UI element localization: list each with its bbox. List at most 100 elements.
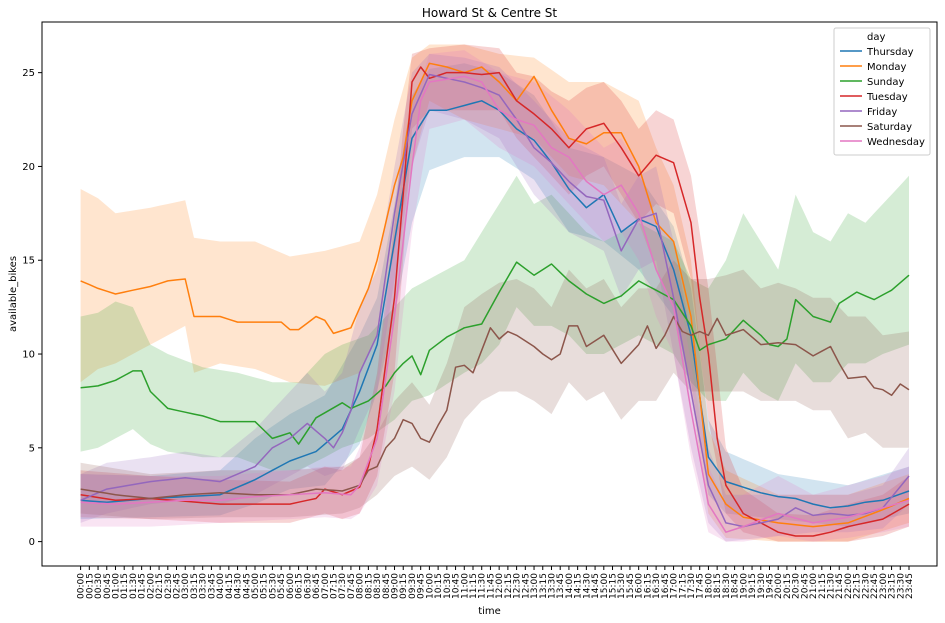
x-axis: 00:0000:1500:3000:4501:0001:1501:3001:45… xyxy=(77,566,915,599)
x-tick-label: 21:15 xyxy=(818,573,828,599)
x-tick-label: 15:15 xyxy=(609,573,619,599)
x-tick-label: 14:15 xyxy=(574,573,584,599)
x-tick-label: 23:00 xyxy=(879,573,889,599)
x-tick-label: 04:15 xyxy=(225,573,235,599)
x-tick-label: 16:15 xyxy=(643,573,653,599)
legend-box xyxy=(833,27,931,156)
x-tick-label: 03:45 xyxy=(207,573,217,599)
y-tick-label: 20 xyxy=(22,162,35,173)
x-tick-label: 14:45 xyxy=(591,573,601,599)
x-tick-label: 12:00 xyxy=(495,573,505,599)
x-tick-label: 03:15 xyxy=(190,573,200,599)
x-tick-label: 21:00 xyxy=(809,573,819,599)
x-tick-label: 20:00 xyxy=(774,573,784,599)
x-tick-label: 03:30 xyxy=(199,573,209,599)
x-tick-label: 21:45 xyxy=(835,573,845,599)
x-tick-label: 22:15 xyxy=(853,573,863,599)
band-wednesday xyxy=(80,50,910,542)
line-monday xyxy=(80,62,910,528)
x-tick-label: 10:45 xyxy=(452,573,462,599)
x-tick-label: 14:00 xyxy=(565,573,575,599)
x-tick-label: 20:45 xyxy=(800,573,810,599)
x-tick-label: 17:30 xyxy=(687,573,697,599)
x-tick-label: 02:15 xyxy=(155,573,165,599)
x-tick-label: 20:30 xyxy=(792,573,802,599)
x-tick-label: 08:45 xyxy=(382,573,392,599)
legend-label-friday: Friday xyxy=(867,107,897,118)
line-wednesday xyxy=(80,75,910,533)
legend-label-wednesday: Wednesday xyxy=(867,137,925,148)
y-tick-label: 25 xyxy=(22,68,35,79)
x-tick-label: 07:00 xyxy=(321,573,331,599)
x-tick-label: 07:15 xyxy=(329,573,339,599)
x-tick-label: 09:15 xyxy=(399,573,409,599)
x-tick-label: 23:30 xyxy=(896,573,906,599)
x-tick-label: 11:45 xyxy=(486,573,496,599)
x-tick-label: 01:45 xyxy=(138,573,148,599)
chart-title: Howard St & Centre St xyxy=(422,6,558,20)
x-tick-label: 19:45 xyxy=(765,573,775,599)
legend-title: day xyxy=(867,32,885,43)
x-tick-label: 22:00 xyxy=(844,573,854,599)
band-saturday xyxy=(80,260,910,520)
legend-items: Thursday Monday Sunday Tuesday Friday Saturda… xyxy=(840,47,925,148)
x-tick-label: 03:00 xyxy=(181,573,191,599)
x-tick-label: 13:30 xyxy=(547,573,557,599)
line-saturday xyxy=(80,315,910,500)
x-tick-label: 19:00 xyxy=(739,573,749,599)
x-tick-label: 15:00 xyxy=(600,573,610,599)
x-tick-label: 15:30 xyxy=(617,573,627,599)
band-sunday xyxy=(80,175,910,471)
x-tick-label: 18:15 xyxy=(713,573,723,599)
x-tick-label: 16:00 xyxy=(635,573,645,599)
x-tick-label: 04:00 xyxy=(216,573,226,599)
y-axis-title: available_bikes xyxy=(8,256,19,332)
band-tuesday xyxy=(80,44,910,542)
x-tick-label: 09:30 xyxy=(408,573,418,599)
x-tick-label: 01:00 xyxy=(111,573,121,599)
legend-label-saturday: Saturday xyxy=(867,122,912,133)
x-tick-label: 11:00 xyxy=(460,573,470,599)
x-tick-label: 18:30 xyxy=(722,573,732,599)
x-tick-label: 17:45 xyxy=(696,573,706,599)
x-tick-label: 23:15 xyxy=(888,573,898,599)
x-tick-label: 02:30 xyxy=(164,573,174,599)
x-tick-label: 22:30 xyxy=(861,573,871,599)
x-tick-label: 16:30 xyxy=(652,573,662,599)
x-tick-label: 10:00 xyxy=(425,573,435,599)
x-tick-label: 18:00 xyxy=(704,573,714,599)
x-tick-label: 23:45 xyxy=(905,573,915,599)
y-tick-label: 5 xyxy=(29,443,35,454)
legend-label-thursday: Thursday xyxy=(866,47,914,58)
x-tick-label: 05:00 xyxy=(251,573,261,599)
legend: day Thursday Monday Sunday Tuesday Friday Sat… xyxy=(833,27,931,156)
x-tick-label: 09:45 xyxy=(417,573,427,599)
x-tick-label: 01:15 xyxy=(120,573,130,599)
x-tick-label: 10:15 xyxy=(434,573,444,599)
line-friday xyxy=(80,73,910,528)
x-tick-label: 20:15 xyxy=(783,573,793,599)
x-tick-label: 08:00 xyxy=(356,573,366,599)
x-tick-label: 11:30 xyxy=(478,573,488,599)
x-tick-label: 15:45 xyxy=(626,573,636,599)
x-tick-label: 18:45 xyxy=(731,573,741,599)
x-tick-label: 17:15 xyxy=(678,573,688,599)
legend-label-monday: Monday xyxy=(867,62,907,73)
x-tick-label: 12:30 xyxy=(513,573,523,599)
legend-label-sunday: Sunday xyxy=(867,77,904,88)
x-tick-label: 07:30 xyxy=(338,573,348,599)
x-tick-label: 01:30 xyxy=(129,573,139,599)
x-tick-label: 09:00 xyxy=(391,573,401,599)
line-thursday xyxy=(80,100,910,509)
line-sunday xyxy=(80,261,910,445)
line-tuesday xyxy=(80,66,910,537)
y-axis: 0 5 10 15 20 25 xyxy=(22,68,42,548)
x-tick-label: 00:30 xyxy=(94,573,104,599)
y-tick-label: 0 xyxy=(29,537,35,548)
y-tick-label: 10 xyxy=(22,350,35,361)
x-tick-label: 00:00 xyxy=(77,573,87,599)
x-tick-label: 05:15 xyxy=(260,573,270,599)
x-tick-label: 05:30 xyxy=(268,573,278,599)
